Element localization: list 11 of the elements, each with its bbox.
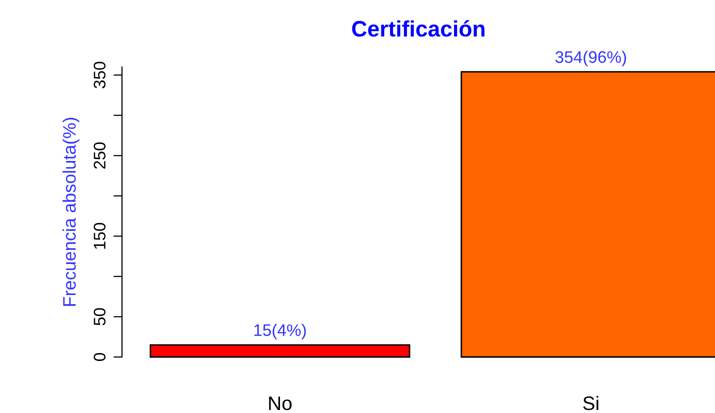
- chart-title: Certificación: [352, 20, 484, 37]
- y-tick-label: 250: [94, 142, 106, 169]
- x-tick-label: No: [269, 396, 292, 410]
- y-tick-label: 150: [94, 222, 106, 249]
- y-axis-title: Frecuencia absoluta(%): [62, 118, 80, 306]
- data-label: 15(4%): [254, 324, 306, 340]
- y-tick-label: 50: [94, 308, 106, 326]
- x-tick-label: Si: [583, 396, 598, 410]
- y-tick-label: 0: [94, 353, 106, 361]
- y-tick-label: 350: [94, 62, 106, 88]
- data-label: 354(96%): [555, 50, 626, 66]
